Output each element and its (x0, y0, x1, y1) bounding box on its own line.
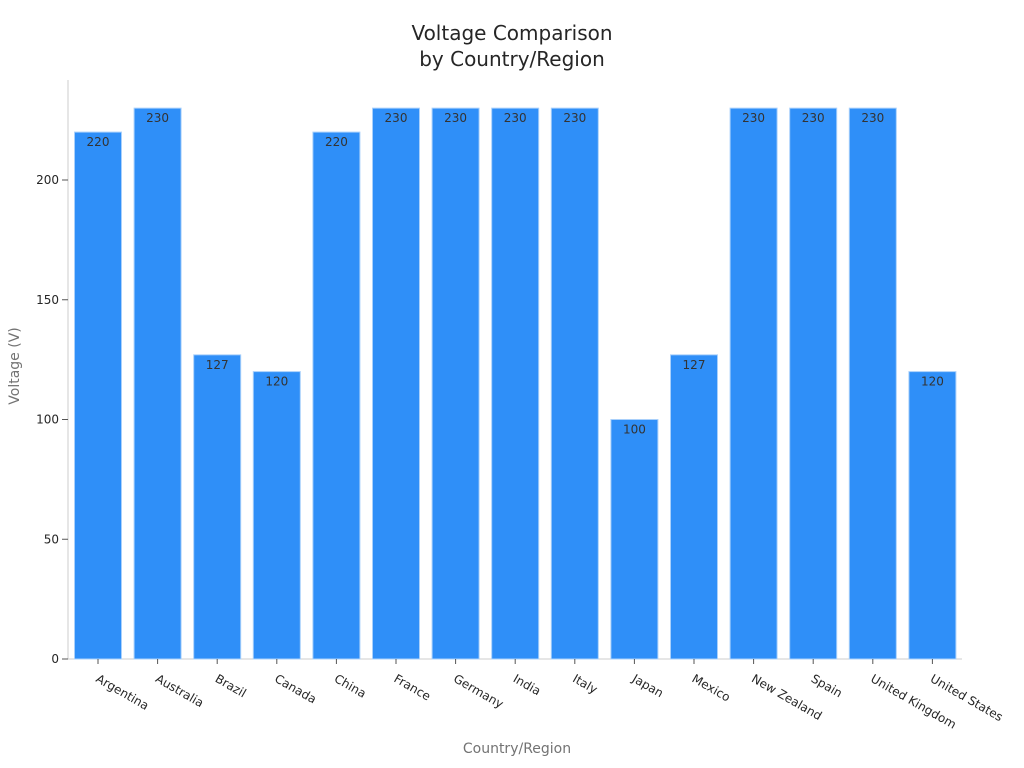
bar (491, 107, 540, 660)
bar-value-label: 120 (921, 375, 944, 389)
bar-value-label: 100 (623, 423, 646, 437)
y-tick-label: 200 (36, 173, 59, 187)
bar-value-label: 230 (385, 111, 408, 125)
bar-value-label: 120 (265, 375, 288, 389)
x-tick-label: Mexico (690, 671, 733, 704)
bar (550, 107, 599, 660)
x-tick-label: Argentina (94, 671, 152, 712)
y-tick-label: 0 (51, 652, 59, 666)
bar-value-label: 127 (683, 358, 706, 372)
bar (431, 107, 480, 660)
chart-title-line-2: by Country/Region (419, 47, 605, 71)
bar (610, 419, 659, 660)
bar (372, 107, 420, 660)
y-tick-label: 100 (36, 413, 59, 427)
x-tick-label: India (511, 671, 544, 698)
x-axis-label: Country/Region (462, 741, 572, 757)
bar-value-label: 230 (802, 111, 825, 125)
bar (312, 131, 361, 660)
y-tick-label: 150 (36, 293, 59, 307)
bar-value-label: 230 (861, 111, 884, 125)
x-tick-label: Spain (809, 671, 845, 700)
y-tick-labels: 0 50 100 150 200 (36, 173, 68, 666)
bar (729, 107, 778, 660)
x-tick-label: Brazil (213, 671, 249, 700)
bar (848, 107, 897, 660)
chart-title-line-1: Voltage Comparison (411, 21, 613, 45)
bar (193, 354, 242, 660)
bar (908, 371, 957, 660)
x-tick-label: France (392, 671, 434, 703)
bar-value-label: 230 (504, 111, 527, 125)
bar-value-label: 230 (444, 111, 467, 125)
y-tick-label: 50 (44, 532, 59, 546)
x-tick-label: Canada (272, 671, 319, 706)
bar-value-label: 230 (146, 111, 169, 125)
bar-value-label: 127 (206, 358, 229, 372)
bar-value-label: 230 (742, 111, 765, 125)
x-tick-label: Australia (153, 671, 206, 710)
bar (789, 107, 838, 660)
bar-value-label: 230 (563, 111, 586, 125)
bar-value-label: 220 (325, 135, 348, 149)
bar (133, 107, 182, 660)
bar (252, 371, 301, 660)
y-axis-label: Voltage (V) (7, 327, 23, 405)
bar (74, 131, 122, 660)
x-tick-label: China (332, 671, 369, 700)
bars: 220 230 127 120 220 230 230 230 230 100 127 230 230 2… (74, 107, 957, 660)
x-tick-labels: Argentina Australia Brazil Canada China Franc… (94, 659, 1005, 732)
x-tick-label: Italy (570, 671, 600, 696)
bar (670, 354, 718, 660)
bar-value-label: 220 (87, 135, 110, 149)
x-tick-label: Germany (451, 671, 506, 711)
x-tick-label: Japan (629, 671, 666, 700)
